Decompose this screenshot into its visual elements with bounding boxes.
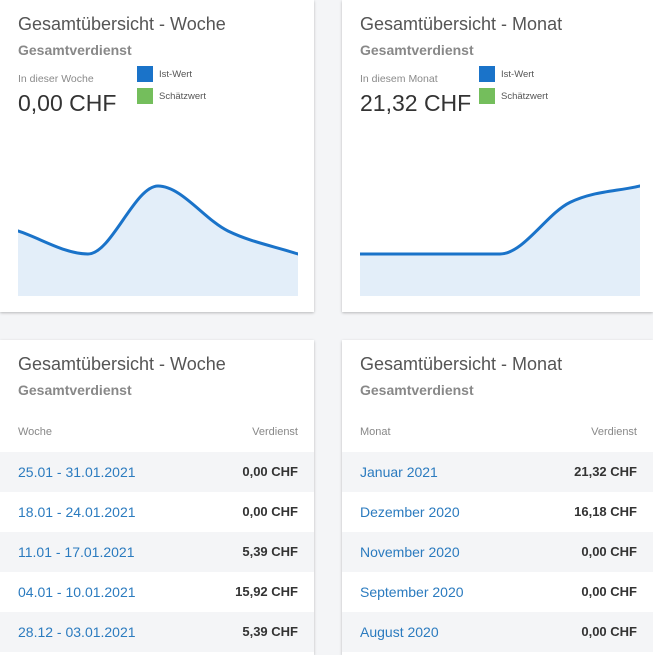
legend-label: Schätzwert: [501, 90, 548, 102]
monthly-table-card: Gesamtübersicht - Monat Gesamtverdienst …: [342, 340, 653, 655]
table-body: Januar 2021 21,32 CHF Dezember 2020 16,1…: [342, 452, 653, 652]
table-header: Monat Verdienst: [360, 426, 637, 442]
chart-series-line: [360, 184, 640, 256]
legend-item-actual: Ist-Wert: [137, 66, 206, 82]
chart-series-line: [18, 184, 298, 256]
table-row: 11.01 - 17.01.2021 5,39 CHF: [0, 532, 314, 572]
legend-item-estimate: Schätzwert: [479, 88, 548, 104]
week-link[interactable]: 28.12 - 03.01.2021: [18, 624, 136, 640]
month-link[interactable]: September 2020: [360, 584, 464, 600]
month-link[interactable]: Januar 2021: [360, 464, 438, 480]
card-title: Gesamtübersicht - Woche: [18, 354, 226, 374]
legend-swatch-actual: [137, 66, 153, 82]
card-title: Gesamtübersicht - Woche: [18, 14, 226, 34]
card-title: Gesamtübersicht - Monat: [360, 354, 563, 374]
earnings-value: 15,92 CHF: [235, 584, 298, 599]
card-subtitle: Gesamtverdienst: [18, 42, 132, 58]
week-link[interactable]: 11.01 - 17.01.2021: [18, 544, 135, 560]
month-link[interactable]: November 2020: [360, 544, 460, 560]
column-header-earnings: Verdienst: [252, 426, 298, 438]
weekly-table-card: Gesamtübersicht - Woche Gesamtverdienst …: [0, 340, 314, 655]
monthly-chart-card: Gesamtübersicht - Monat Gesamtverdienst …: [342, 0, 653, 312]
legend-swatch-actual: [479, 66, 495, 82]
table-row: 04.01 - 10.01.2021 15,92 CHF: [0, 572, 314, 612]
earnings-value: 16,18 CHF: [574, 504, 637, 519]
legend-item-estimate: Schätzwert: [137, 88, 206, 104]
table-body: 25.01 - 31.01.2021 0,00 CHF 18.01 - 24.0…: [0, 452, 314, 652]
column-header-week: Woche: [18, 426, 53, 438]
month-link[interactable]: Dezember 2020: [360, 504, 460, 520]
column-header-earnings: Verdienst: [591, 426, 637, 438]
earnings-value: 21,32 CHF: [574, 464, 637, 479]
chart-area-fill: [18, 186, 298, 296]
weekly-chart-card: Gesamtübersicht - Woche Gesamtverdienst …: [0, 0, 314, 312]
table-row: November 2020 0,00 CHF: [342, 532, 653, 572]
legend-item-actual: Ist-Wert: [479, 66, 548, 82]
legend-label: Ist-Wert: [501, 68, 535, 80]
table-row: Januar 2021 21,32 CHF: [342, 452, 653, 492]
earnings-value: 0,00 CHF: [581, 624, 637, 639]
earnings-value: 0,00 CHF: [242, 464, 298, 479]
table-row: Dezember 2020 16,18 CHF: [342, 492, 653, 532]
legend-label: Ist-Wert: [159, 68, 193, 80]
chart-legend: Ist-Wert Schätzwert: [137, 66, 206, 110]
column-header-month: Monat: [360, 426, 391, 438]
card-subtitle: Gesamtverdienst: [360, 42, 474, 58]
earnings-value: 5,39 CHF: [242, 624, 298, 639]
table-row: August 2020 0,00 CHF: [342, 612, 653, 652]
table-row: 28.12 - 03.01.2021 5,39 CHF: [0, 612, 314, 652]
week-link[interactable]: 18.01 - 24.01.2021: [18, 504, 136, 520]
month-link[interactable]: August 2020: [360, 624, 439, 640]
weekly-earnings-chart: [18, 184, 298, 296]
week-link[interactable]: 04.01 - 10.01.2021: [18, 584, 136, 600]
earnings-value: 0,00 CHF: [581, 544, 637, 559]
table-row: September 2020 0,00 CHF: [342, 572, 653, 612]
earnings-value: 0,00 CHF: [242, 504, 298, 519]
table-row: 18.01 - 24.01.2021 0,00 CHF: [0, 492, 314, 532]
total-amount: 0,00 CHF: [18, 90, 117, 116]
table-row: 25.01 - 31.01.2021 0,00 CHF: [0, 452, 314, 492]
period-label: In diesem Monat: [360, 73, 438, 85]
chart-legend: Ist-Wert Schätzwert: [479, 66, 548, 110]
chart-area-fill: [360, 186, 640, 296]
card-title: Gesamtübersicht - Monat: [360, 14, 563, 34]
earnings-value: 5,39 CHF: [242, 544, 298, 559]
week-link[interactable]: 25.01 - 31.01.2021: [18, 464, 136, 480]
legend-swatch-estimate: [137, 88, 153, 104]
total-amount: 21,32 CHF: [360, 90, 472, 116]
period-label: In dieser Woche: [18, 73, 94, 85]
card-subtitle: Gesamtverdienst: [18, 382, 132, 398]
card-subtitle: Gesamtverdienst: [360, 382, 474, 398]
legend-swatch-estimate: [479, 88, 495, 104]
monthly-earnings-chart: [360, 184, 640, 296]
table-header: Woche Verdienst: [18, 426, 298, 442]
legend-label: Schätzwert: [159, 90, 206, 102]
earnings-value: 0,00 CHF: [581, 584, 637, 599]
